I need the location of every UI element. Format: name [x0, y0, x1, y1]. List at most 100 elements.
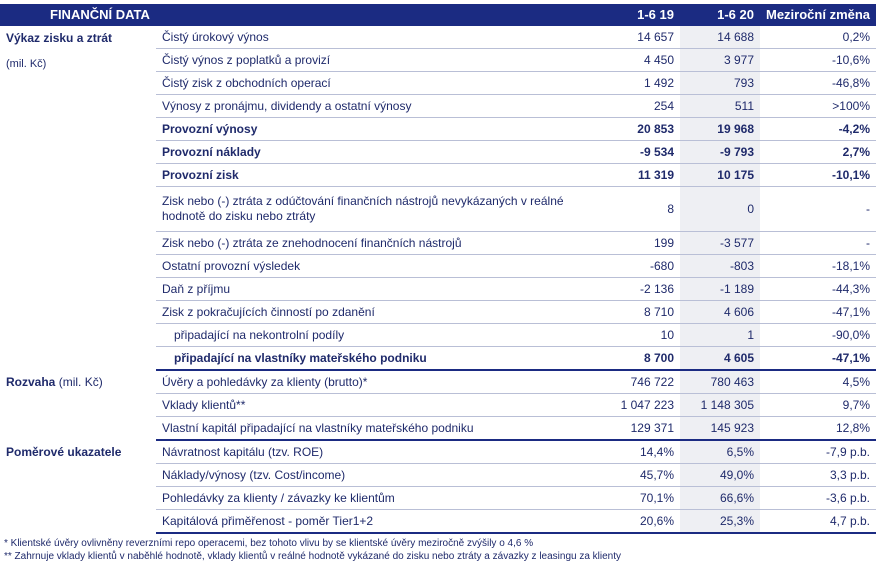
- column-header-1-6-19: 1-6 19: [576, 4, 680, 26]
- value-1-6-20: 4 605: [680, 346, 760, 371]
- table-row: Čistý výnos z poplatků a provizí 4 450 3…: [0, 48, 876, 72]
- table-row: Zisk nebo (-) ztráta ze znehodnocení fin…: [0, 231, 876, 255]
- value-1-6-20: -9 793: [680, 140, 760, 164]
- value-1-6-19: -680: [576, 254, 680, 278]
- value-1-6-19: 254: [576, 94, 680, 118]
- value-1-6-19: -9 534: [576, 140, 680, 164]
- value-yoy-change: -90,0%: [760, 323, 876, 347]
- value-1-6-20: 19 968: [680, 117, 760, 141]
- value-1-6-19: 20 853: [576, 117, 680, 141]
- value-1-6-20: 1 148 305: [680, 393, 760, 417]
- row-label: Kapitálová přiměřenost - poměr Tier1+2: [156, 509, 576, 534]
- value-1-6-20: 0: [680, 186, 760, 232]
- table-row: Zisk nebo (-) ztráta z odúčtování finanč…: [0, 186, 876, 232]
- value-1-6-20: 66,6%: [680, 486, 760, 510]
- value-yoy-change: -: [760, 186, 876, 232]
- value-1-6-20: 6,5%: [680, 440, 760, 464]
- value-1-6-19: 70,1%: [576, 486, 680, 510]
- section-title-bs: Rozvaha: [6, 375, 56, 389]
- value-1-6-20: 14 688: [680, 26, 760, 49]
- row-label: Provozní zisk: [156, 163, 576, 187]
- value-1-6-19: 20,6%: [576, 509, 680, 534]
- value-yoy-change: -44,3%: [760, 277, 876, 301]
- value-1-6-19: 4 450: [576, 48, 680, 72]
- table-row: Daň z příjmu -2 136 -1 189 -44,3%: [0, 277, 876, 301]
- footnote-loans: * Klientské úvěry ovlivněny reverzními r…: [4, 538, 534, 549]
- value-yoy-change: -10,1%: [760, 163, 876, 187]
- value-1-6-20: 10 175: [680, 163, 760, 187]
- value-yoy-change: -18,1%: [760, 254, 876, 278]
- value-1-6-19: 199: [576, 231, 680, 255]
- value-1-6-19: 8: [576, 186, 680, 232]
- row-label: Návratnost kapitálu (tzv. ROE): [156, 440, 576, 464]
- table-row: Rozvaha (mil. Kč) Úvěry a pohledávky za …: [0, 370, 876, 394]
- value-yoy-change: -10,6%: [760, 48, 876, 72]
- section-label-ratios: Poměrové ukazatele: [0, 440, 156, 533]
- value-1-6-20: 3 977: [680, 48, 760, 72]
- row-label: připadající na nekontrolní podíly: [156, 323, 576, 347]
- row-label: Zisk nebo (-) ztráta ze znehodnocení fin…: [156, 231, 576, 255]
- table-row: Poměrové ukazatele Návratnost kapitálu (…: [0, 440, 876, 464]
- value-1-6-20: 780 463: [680, 370, 760, 394]
- row-label: Provozní náklady: [156, 140, 576, 164]
- row-label: Výnosy z pronájmu, dividendy a ostatní v…: [156, 94, 576, 118]
- row-label: Náklady/výnosy (tzv. Cost/income): [156, 463, 576, 487]
- value-yoy-change: 2,7%: [760, 140, 876, 164]
- value-1-6-20: 1: [680, 323, 760, 347]
- value-yoy-change: -4,2%: [760, 117, 876, 141]
- column-header-yoy-change: Meziroční změna: [760, 4, 876, 26]
- row-label: Vlastní kapitál připadající na vlastníky…: [156, 416, 576, 441]
- value-1-6-19: 8 700: [576, 346, 680, 371]
- table-row: připadající na vlastníky mateřského podn…: [0, 346, 876, 371]
- row-label: Zisk nebo (-) ztráta z odúčtování finanč…: [156, 186, 576, 232]
- value-1-6-19: 746 722: [576, 370, 680, 394]
- value-yoy-change: -: [760, 231, 876, 255]
- financial-data-table: FINANČNÍ DATA 1-6 19 1-6 20 Meziroční zm…: [0, 4, 876, 534]
- table-row: Čistý zisk z obchodních operací 1 492 79…: [0, 71, 876, 95]
- value-1-6-19: 45,7%: [576, 463, 680, 487]
- value-1-6-19: 10: [576, 323, 680, 347]
- value-1-6-19: 8 710: [576, 300, 680, 324]
- value-1-6-20: -3 577: [680, 231, 760, 255]
- value-yoy-change: -3,6 p.b.: [760, 486, 876, 510]
- value-1-6-19: 11 319: [576, 163, 680, 187]
- value-yoy-change: 0,2%: [760, 26, 876, 49]
- value-yoy-change: 12,8%: [760, 416, 876, 441]
- section-title-ratios: Poměrové ukazatele: [6, 445, 122, 459]
- value-yoy-change: >100%: [760, 94, 876, 118]
- row-label: Úvěry a pohledávky za klienty (brutto)*: [156, 370, 576, 394]
- table-row: připadající na nekontrolní podíly 10 1 -…: [0, 323, 876, 347]
- value-1-6-19: 14 657: [576, 26, 680, 49]
- table-row: Ostatní provozní výsledek -680 -803 -18,…: [0, 254, 876, 278]
- table-row: Kapitálová přiměřenost - poměr Tier1+2 2…: [0, 509, 876, 534]
- row-label: Daň z příjmu: [156, 277, 576, 301]
- table-row: Výnosy z pronájmu, dividendy a ostatní v…: [0, 94, 876, 118]
- table-row: Pohledávky za klienty / závazky ke klien…: [0, 486, 876, 510]
- table-row: Výkaz zisku a ztrát (mil. Kč) Čistý úrok…: [0, 26, 876, 70]
- value-1-6-20: 511: [680, 94, 760, 118]
- section-label-pl: Výkaz zisku a ztrát (mil. Kč): [0, 26, 156, 370]
- value-1-6-19: 1 047 223: [576, 393, 680, 417]
- table-row: Zisk z pokračujících činností po zdanění…: [0, 300, 876, 324]
- table-row: Provozní náklady -9 534 -9 793 2,7%: [0, 140, 876, 164]
- row-label: Ostatní provozní výsledek: [156, 254, 576, 278]
- section-unit-pl: (mil. Kč): [6, 58, 47, 70]
- value-1-6-20: -1 189: [680, 277, 760, 301]
- row-label: Čistý výnos z poplatků a provizí: [156, 48, 576, 72]
- value-1-6-20: 25,3%: [680, 509, 760, 534]
- column-header-1-6-20: 1-6 20: [680, 4, 760, 26]
- financial-data-table-container: FINANČNÍ DATA 1-6 19 1-6 20 Meziroční zm…: [0, 4, 880, 563]
- row-label: Zisk z pokračujících činností po zdanění: [156, 300, 576, 324]
- value-yoy-change: 9,7%: [760, 393, 876, 417]
- value-1-6-20: 793: [680, 71, 760, 95]
- row-label: Pohledávky za klienty / závazky ke klien…: [156, 486, 576, 510]
- value-yoy-change: -7,9 p.b.: [760, 440, 876, 464]
- value-1-6-19: 129 371: [576, 416, 680, 441]
- value-yoy-change: 3,3 p.b.: [760, 463, 876, 487]
- table-header: FINANČNÍ DATA 1-6 19 1-6 20 Meziroční zm…: [0, 4, 876, 26]
- section-title-pl: Výkaz zisku a ztrát: [6, 31, 113, 45]
- table-row: Vklady klientů** 1 047 223 1 148 305 9,7…: [0, 393, 876, 417]
- value-1-6-20: 4 606: [680, 300, 760, 324]
- table-row: Provozní zisk 11 319 10 175 -10,1%: [0, 163, 876, 187]
- value-1-6-20: 145 923: [680, 416, 760, 441]
